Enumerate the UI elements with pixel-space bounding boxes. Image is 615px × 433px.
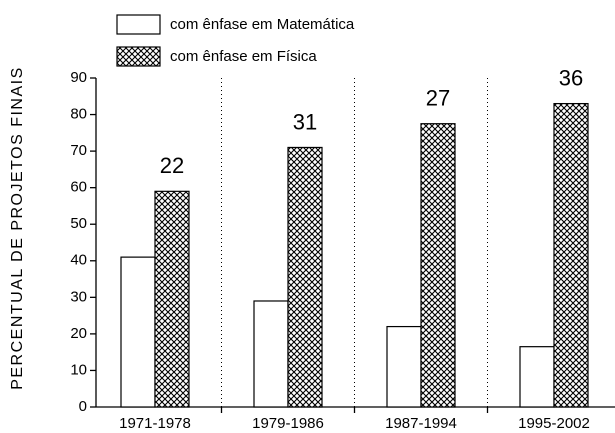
x-tick-label: 1971-1978 [119, 415, 191, 432]
y-tick-label: 20 [70, 325, 87, 342]
legend-label: com ênfase em Matemática [170, 16, 355, 33]
y-tick-label: 80 [70, 106, 87, 123]
bar [519, 346, 555, 408]
bar [420, 123, 456, 408]
y-tick-label: 70 [70, 142, 87, 159]
legend-swatch [116, 14, 161, 35]
bar [154, 190, 190, 408]
y-tick-label: 60 [70, 179, 87, 196]
y-tick-label: 0 [79, 398, 87, 415]
y-tick-label: 30 [70, 288, 87, 305]
bar [386, 325, 422, 408]
bar [553, 102, 589, 408]
legend-swatch [116, 46, 161, 67]
annotation: 22 [160, 153, 184, 178]
y-tick-label: 10 [70, 361, 87, 378]
annotation: 27 [426, 86, 450, 111]
y-tick-label: 50 [70, 215, 87, 232]
annotation: 31 [293, 109, 317, 134]
y-tick-label: 40 [70, 252, 87, 269]
y-tick-label: 90 [70, 69, 87, 86]
x-tick-label: 1995-2002 [518, 415, 590, 432]
annotation: 36 [559, 65, 583, 90]
x-tick-label: 1987-1994 [385, 415, 457, 432]
bar [287, 146, 323, 408]
bar [253, 300, 289, 408]
x-tick-label: 1979-1986 [252, 415, 324, 432]
y-axis-label: PERCENTUAL DE PROJETOS FINAIS [9, 66, 26, 390]
legend-label: com ênfase em Física [170, 48, 317, 65]
bar [120, 256, 156, 408]
